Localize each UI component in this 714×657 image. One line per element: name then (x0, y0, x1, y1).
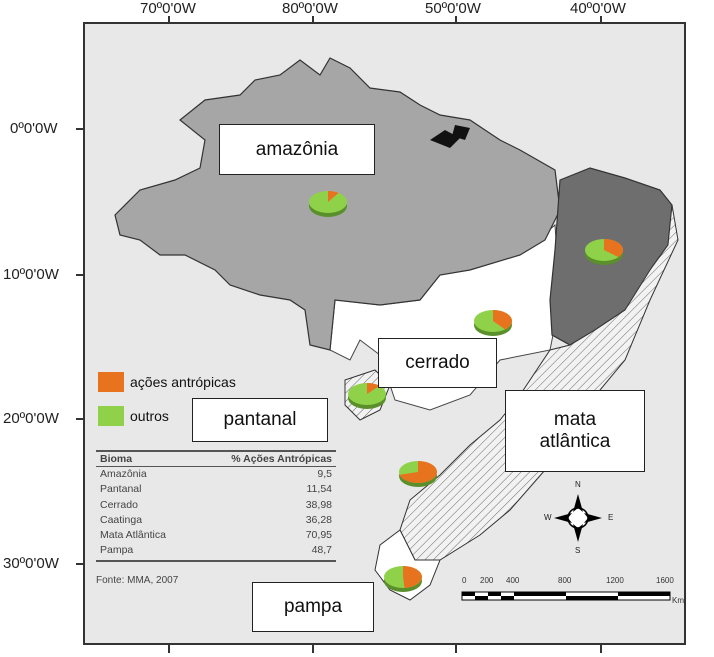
legend-label-antropicas: ações antrópicas (130, 374, 236, 390)
table-cell-bioma: Cerrado (100, 498, 138, 511)
scale-label-800: 800 (558, 576, 572, 585)
table-cell-valor: 38,98 (305, 498, 332, 511)
table-header-bioma: Bioma (100, 453, 133, 465)
table-cell-valor: 48,7 (311, 544, 332, 557)
lon-label-80: 80º0'0W (282, 0, 338, 17)
scale-label-0: 0 (462, 576, 467, 585)
island-marks (430, 125, 470, 148)
table-row: Pantanal 11,54 (96, 482, 336, 497)
callout-mata-line2: atlântica (539, 431, 611, 452)
tick-left-4 (76, 563, 84, 565)
lon-label-50: 50º0'0W (425, 0, 481, 17)
table-cell-bioma: Pampa (100, 544, 134, 557)
table-row: Cerrado 38,98 (96, 498, 336, 513)
legend-swatch-outros (98, 406, 124, 426)
tick-left-2 (76, 274, 84, 276)
compass-icon (554, 494, 602, 542)
caatinga-region (549, 167, 673, 346)
scale-label-400: 400 (506, 576, 520, 585)
lon-label-70: 70º0'0W (140, 0, 196, 17)
callout-mata-line1: mata (553, 409, 597, 431)
table-cell-bioma: Amazônia (100, 468, 147, 480)
table-cell-valor: 36,28 (305, 513, 332, 526)
mata-atlantica-region (399, 204, 679, 561)
callout-pampa: pampa (252, 582, 374, 632)
legend-label-outros: outros (130, 408, 169, 424)
scale-label-200: 200 (480, 576, 494, 585)
lat-label-10: 10º0'0W (3, 266, 59, 283)
compass-s: S (575, 546, 581, 555)
legend-swatch-antropicas (98, 372, 124, 392)
tick-bottom-3 (455, 645, 457, 653)
callout-mata-atlantica: mata atlântica (505, 390, 645, 472)
table-row: Caatinga 36,28 (96, 513, 336, 528)
tick-top-3 (455, 16, 457, 24)
table-cell-valor: 11,54 (306, 483, 333, 496)
tick-bottom-1 (168, 645, 170, 653)
lat-label-20: 20º0'0W (3, 410, 59, 427)
compass-e: E (608, 513, 614, 522)
tick-bottom-2 (312, 645, 314, 653)
callout-amazonia: amazônia (219, 124, 375, 175)
lat-label-0: 0º0'0W (10, 120, 58, 137)
legend-outros: outros (98, 406, 169, 426)
table-row: Amazônia 9,5 (96, 467, 336, 482)
callout-cerrado: cerrado (378, 338, 497, 388)
table-bottom-rule (96, 559, 336, 562)
tick-top-2 (312, 16, 314, 24)
table-cell-bioma: Caatinga (100, 513, 143, 526)
map-frame (83, 22, 686, 645)
table-cell-bioma: Mata Atlântica (100, 529, 166, 542)
scale-bar (461, 591, 671, 601)
callout-pantanal: pantanal (192, 398, 328, 442)
tick-left-1 (76, 128, 84, 130)
tick-left-3 (76, 418, 84, 420)
table-header: Bioma % Ações Antrópicas (96, 450, 336, 467)
legend-antropicas: ações antrópicas (98, 372, 236, 392)
table-row: Pampa 48,7 (96, 543, 336, 558)
tick-bottom-4 (600, 645, 602, 653)
table-cell-valor: 70,95 (305, 529, 332, 542)
tick-top-1 (168, 16, 170, 24)
lon-label-40: 40º0'0W (570, 0, 626, 17)
table-cell-valor: 9,5 (317, 468, 332, 480)
tick-top-4 (600, 16, 602, 24)
scale-label-1600: 1600 (656, 576, 674, 585)
table-header-pct: % Ações Antrópicas (231, 453, 332, 465)
compass-n: N (575, 480, 581, 489)
lat-label-30: 30º0'0W (3, 555, 59, 572)
scale-label-1200: 1200 (606, 576, 624, 585)
biome-table: Bioma % Ações Antrópicas Amazônia 9,5 Pan… (96, 450, 336, 562)
scale-unit: Km (672, 596, 684, 605)
table-source: Fonte: MMA, 2007 (96, 575, 179, 586)
table-row: Mata Atlântica 70,95 (96, 528, 336, 543)
table-cell-bioma: Pantanal (100, 483, 142, 496)
compass-w: W (544, 513, 552, 522)
